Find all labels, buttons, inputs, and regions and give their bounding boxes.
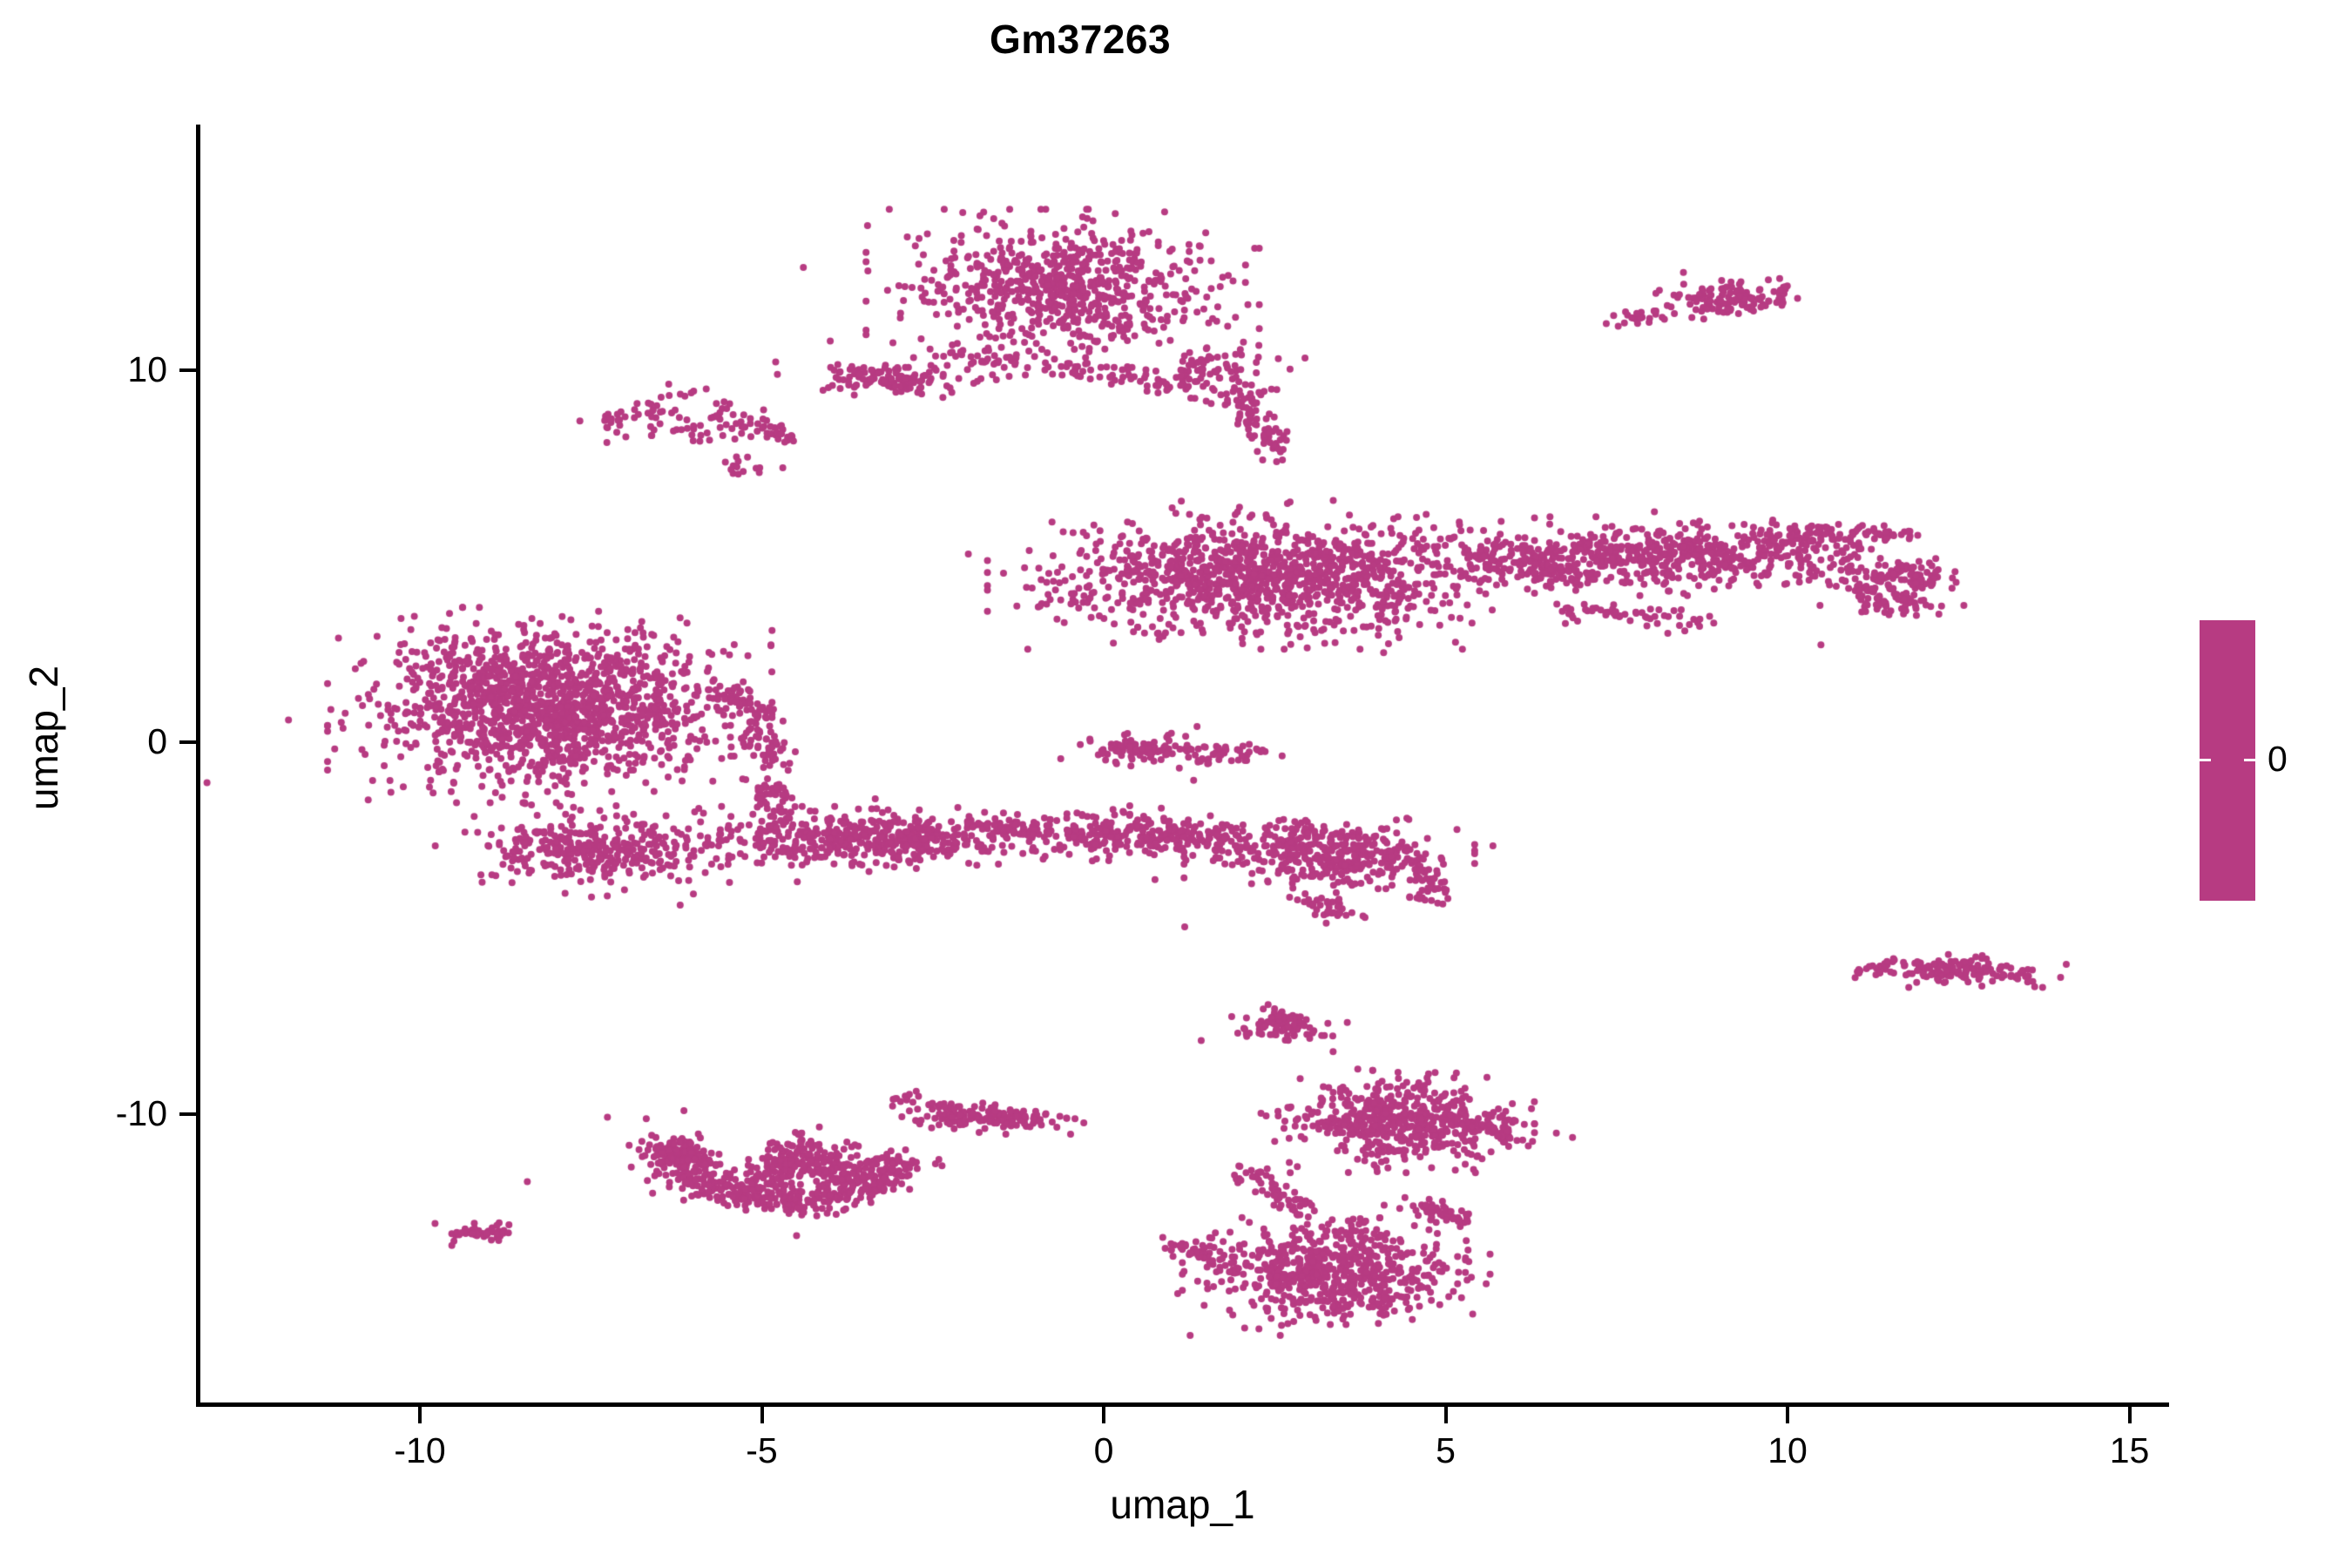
x-tick-1: [760, 1407, 764, 1423]
x-tick-2: [1102, 1407, 1105, 1423]
page-title: Gm37263: [989, 17, 1172, 62]
x-tick-5: [2127, 1407, 2132, 1423]
colorbar-tick-right: [2244, 759, 2255, 761]
scatter-plot-canvas: [196, 125, 2169, 1405]
y-tick-0: [179, 368, 196, 372]
color-legend: 0: [2200, 620, 2288, 901]
x-tick-label-5: 15: [2109, 1430, 2150, 1470]
x-axis-title: umap_1: [1110, 1482, 1255, 1527]
x-tick-3: [1443, 1407, 1448, 1423]
x-axis-line: [196, 1402, 2169, 1407]
x-tick-label-2: 0: [1093, 1430, 1114, 1470]
x-tick-label-3: 5: [1436, 1430, 1456, 1470]
colorbar-tick-left: [2200, 759, 2211, 761]
x-tick-label-1: -5: [746, 1430, 778, 1470]
colorbar-tick-label: 0: [2268, 739, 2288, 779]
y-tick-label-2: -10: [115, 1093, 167, 1133]
x-tick-4: [1786, 1407, 1789, 1423]
x-tick-0: [418, 1407, 422, 1423]
y-tick-label-1: 0: [147, 721, 167, 761]
y-axis-line: [196, 125, 200, 1407]
y-axis-title: umap_2: [21, 665, 66, 811]
y-tick-2: [179, 1112, 196, 1116]
x-tick-label-0: -10: [394, 1430, 446, 1470]
plot-panel: [196, 125, 2169, 1405]
y-tick-1: [179, 740, 196, 744]
y-tick-label-0: 10: [127, 349, 167, 389]
x-tick-label-4: 10: [1767, 1430, 1808, 1470]
